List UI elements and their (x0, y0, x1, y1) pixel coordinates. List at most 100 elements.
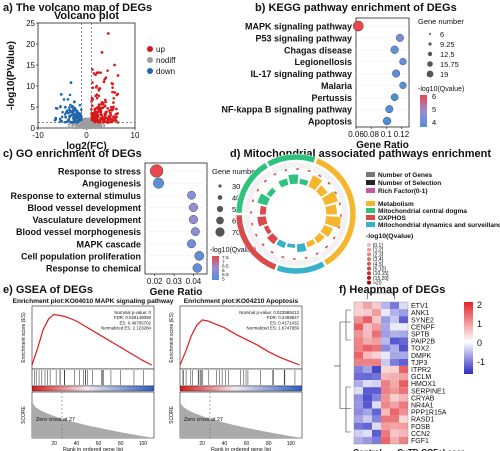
volcano-point (99, 110, 103, 113)
volcano-x-tick-label: 0 (84, 131, 89, 140)
go-color-legend-title: -log10(Qvalue) (210, 247, 256, 254)
go-color-tick: 6 (222, 268, 225, 274)
circos-inner-bar (298, 178, 310, 187)
heatmap-cell (363, 415, 372, 423)
volcano-point (67, 123, 71, 126)
heatmap-cell (390, 302, 399, 310)
gsea-x-tick-label: 60 (96, 441, 102, 447)
circos-q-dot (367, 261, 371, 266)
gsea-stat: ES: 0.4171432 (270, 320, 300, 325)
circos-q-mark (314, 251, 320, 256)
volcano-y-tick-label: 20 (26, 40, 35, 49)
circos-outer-sector (235, 162, 269, 214)
panel-b-label: b) KEGG pathway enrichment of DEGs (255, 2, 457, 14)
volcano-point (108, 109, 111, 112)
volcano-point (94, 94, 97, 98)
heatmap-cell (390, 436, 399, 444)
volcano-point (79, 118, 83, 122)
go-x-tick-label: 0.02 (147, 277, 163, 286)
volcano-point (93, 124, 96, 128)
volcano-x-tick-label: 10 (131, 131, 140, 140)
kegg-dot (385, 105, 394, 114)
volcano-point (74, 108, 78, 112)
volcano-point (100, 51, 104, 54)
volcano-point (98, 124, 101, 128)
heatmap-cell (354, 394, 363, 402)
heatmap-cell (381, 429, 390, 437)
volcano-y-tick-label: 15 (26, 61, 35, 70)
gsea-x-tick-label: 100 (287, 441, 296, 447)
volcano-point (90, 112, 93, 115)
heatmap-cell (363, 365, 372, 373)
go-category-label: Angiogenesis (82, 179, 141, 189)
gsea-zero-cross-label: Zero cross at 27 (36, 417, 75, 423)
circos-inner-bar (324, 203, 338, 215)
kegg-dot (399, 81, 407, 89)
volcano-point (53, 118, 57, 122)
volcano-point (106, 69, 109, 72)
heatmap-cell (381, 408, 390, 416)
heatmap-cell (399, 373, 408, 381)
gsea-score-area (180, 402, 302, 438)
heatmap-scale-label: 1 (477, 319, 482, 329)
kegg-dot (392, 69, 401, 78)
heatmap-scale-label: -1 (477, 357, 485, 367)
circos-q-mark (260, 242, 266, 247)
volcano-legend-label: nodiff (156, 56, 176, 65)
heatmap-cell (399, 394, 408, 402)
circos-category-label: Mitochondrial dynamics and surveillance (378, 222, 500, 229)
heatmap-gene-label: HMOX1 (411, 381, 436, 388)
heatmap-gene-label: PAIP2B (411, 339, 435, 346)
heatmap-cell (381, 415, 390, 423)
kegg-size-legend-label: 19 (440, 70, 448, 79)
volcano-point (104, 110, 108, 114)
heatmap-cell (381, 337, 390, 345)
heatmap-gene-label: DMPK (411, 353, 432, 360)
volcano-point (98, 126, 101, 130)
circos-category-swatch (366, 222, 375, 227)
kegg-dot (382, 116, 392, 126)
heatmap-cell (390, 358, 399, 366)
circos-q-mark (339, 213, 343, 218)
heatmap-cell (372, 351, 381, 359)
heatmap-cell (399, 302, 408, 310)
kegg-size-legend-dot (427, 61, 433, 67)
volcano-point (72, 107, 76, 110)
heatmap-scale-label: 0 (477, 338, 482, 348)
volcano-point (97, 103, 101, 106)
heatmap-col-dendrogram (367, 288, 395, 299)
volcano-point (83, 122, 87, 126)
heatmap-cell (354, 323, 363, 331)
volcano-point (76, 117, 80, 120)
volcano-point (108, 111, 112, 115)
heatmap-cell (390, 365, 399, 373)
volcano-point (64, 110, 68, 114)
circos-q-dot (367, 280, 371, 285)
heatmap-cell (363, 401, 372, 409)
volcano-point (102, 126, 106, 130)
heatmap-gene-label: CENPF (411, 324, 435, 331)
kegg-color-tick: 5 (432, 105, 436, 114)
volcano-point (77, 119, 81, 123)
volcano-title: Volcano plot (54, 10, 120, 22)
go-size-legend-dot (217, 195, 223, 200)
heatmap-cell (390, 429, 399, 437)
circos-q-mark (307, 169, 312, 173)
kegg-color-legend-title: -log10(Qvalue) (418, 86, 464, 93)
heatmap-cell (399, 330, 408, 338)
circos-q-label: (2,3] (373, 252, 384, 258)
heatmap-cell (354, 302, 363, 310)
kegg-size-legend-dot (427, 51, 433, 57)
go-category-label: Response to chemical (46, 264, 141, 274)
volcano-point (104, 100, 107, 104)
go-size-legend-title: Gene numbe (212, 167, 255, 176)
volcano-point (100, 100, 104, 104)
volcano-legend-label: down (156, 67, 175, 76)
circos-category-label: OXPHOS (378, 215, 406, 222)
circos-inner-bar (256, 215, 268, 228)
heatmap-cell (381, 422, 390, 430)
go-dot (187, 190, 196, 200)
volcano-point (111, 119, 115, 122)
